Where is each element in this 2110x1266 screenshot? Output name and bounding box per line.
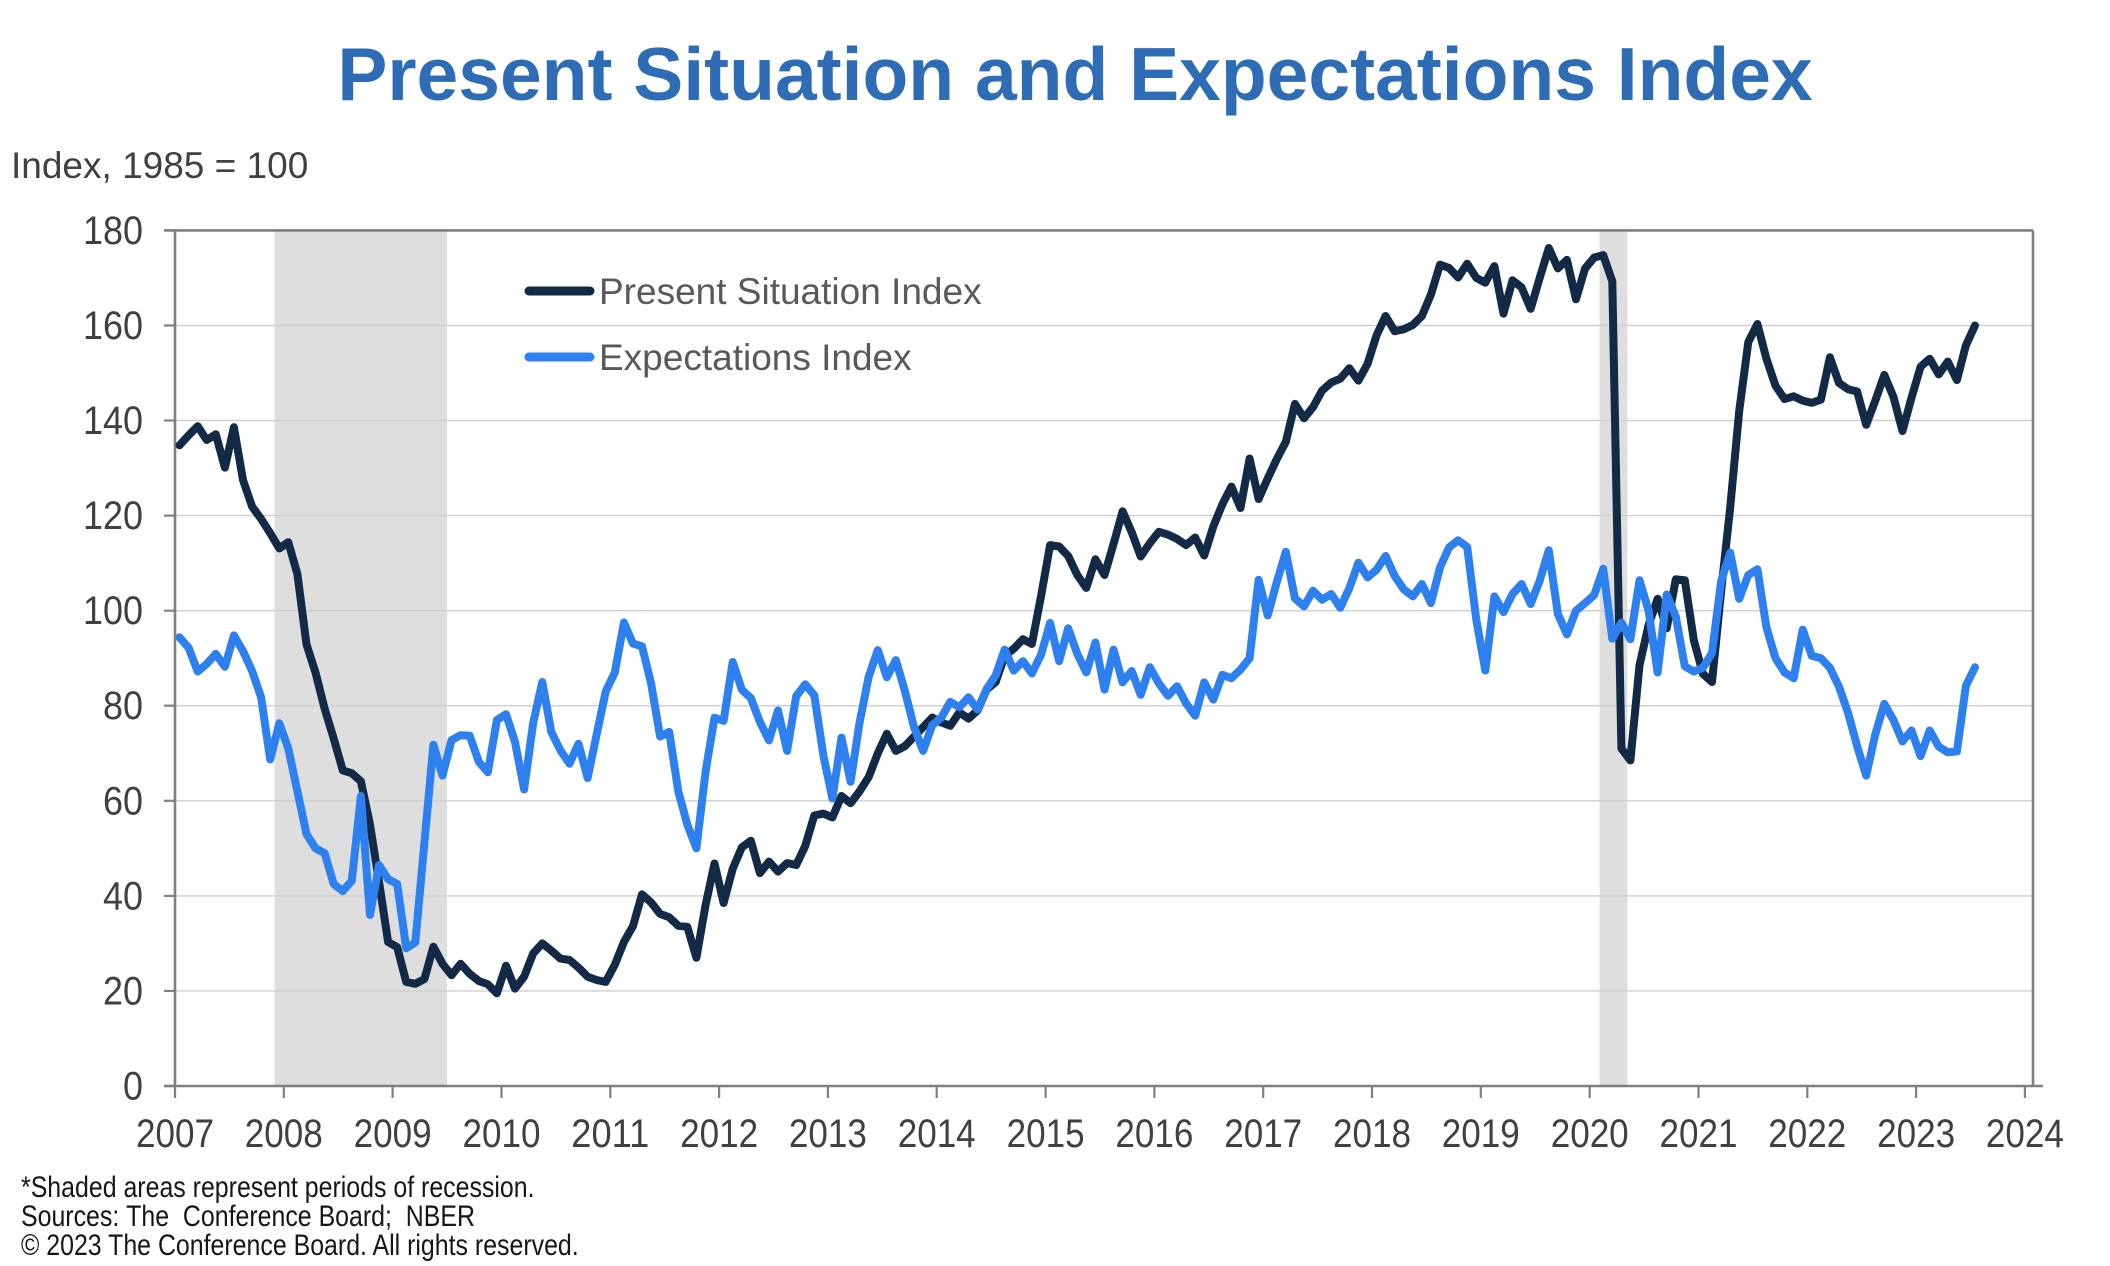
svg-text:2015: 2015	[1007, 1112, 1085, 1156]
svg-text:Present Situation Index: Present Situation Index	[599, 271, 982, 312]
svg-text:2014: 2014	[898, 1112, 976, 1156]
svg-text:2023: 2023	[1877, 1112, 1955, 1156]
svg-text:2022: 2022	[1768, 1112, 1846, 1156]
svg-text:40: 40	[103, 874, 143, 918]
svg-text:160: 160	[83, 304, 143, 348]
svg-text:2021: 2021	[1660, 1112, 1738, 1156]
svg-text:2019: 2019	[1442, 1112, 1520, 1156]
svg-text:120: 120	[83, 494, 143, 538]
svg-text:2018: 2018	[1333, 1112, 1411, 1156]
svg-text:2011: 2011	[571, 1112, 649, 1156]
svg-text:80: 80	[103, 684, 143, 728]
svg-text:2020: 2020	[1551, 1112, 1629, 1156]
svg-text:2013: 2013	[789, 1112, 867, 1156]
svg-text:2016: 2016	[1115, 1112, 1193, 1156]
svg-text:180: 180	[83, 209, 143, 253]
svg-text:2010: 2010	[463, 1112, 541, 1156]
svg-text:20: 20	[103, 969, 143, 1013]
svg-text:2007: 2007	[136, 1112, 214, 1156]
svg-text:Expectations Index: Expectations Index	[599, 337, 912, 378]
svg-text:2009: 2009	[354, 1112, 432, 1156]
svg-text:60: 60	[103, 779, 143, 823]
svg-text:2017: 2017	[1224, 1112, 1302, 1156]
svg-text:2012: 2012	[680, 1112, 758, 1156]
svg-text:140: 140	[83, 399, 143, 443]
svg-text:2008: 2008	[245, 1112, 323, 1156]
svg-text:100: 100	[83, 589, 143, 633]
svg-text:2024: 2024	[1986, 1112, 2064, 1156]
svg-text:0: 0	[123, 1065, 143, 1109]
